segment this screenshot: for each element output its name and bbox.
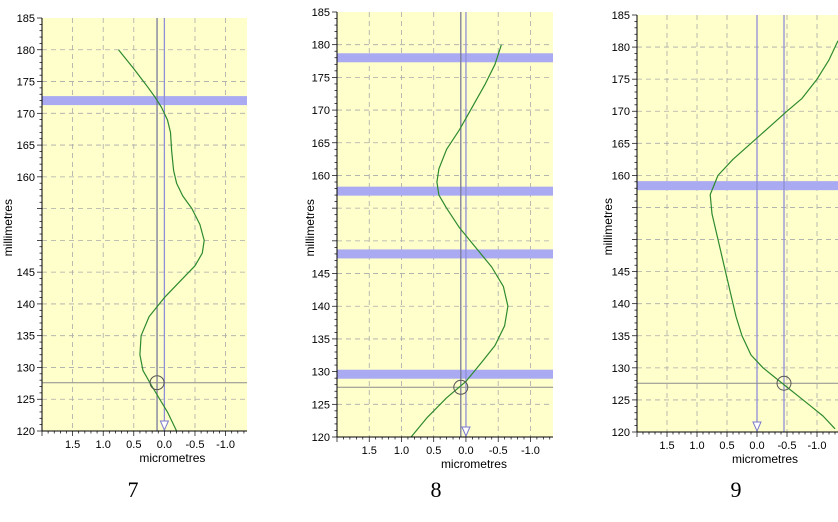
y-tick-label: 175 <box>612 74 630 86</box>
y-tick-label: 135 <box>17 331 35 343</box>
y-tick-label: 170 <box>312 105 330 117</box>
highlight-band <box>337 53 553 63</box>
circle-marker <box>776 375 792 391</box>
x-tick-label: -0.5 <box>186 439 205 451</box>
data-curve <box>118 49 205 432</box>
y-tick-label: 120 <box>312 432 330 444</box>
y-tick-label: 125 <box>17 394 35 406</box>
y-tick-label: 120 <box>612 427 630 439</box>
circle-marker <box>453 379 469 395</box>
x-tick-label: -1.0 <box>216 439 235 451</box>
x-tick-label: 0.5 <box>126 439 141 451</box>
y-tick-label: 140 <box>612 299 630 311</box>
y-tick-label: 160 <box>17 172 35 184</box>
x-tick-label: 1.0 <box>689 440 704 452</box>
y-tick-label: 130 <box>612 363 630 375</box>
highlight-band <box>337 186 553 196</box>
y-tick-label: 170 <box>17 108 35 120</box>
y-tick-label: 170 <box>612 106 630 118</box>
y-tick-label: 140 <box>17 299 35 311</box>
x-tick-label: 1.5 <box>659 440 674 452</box>
y-tick-label: 185 <box>612 10 630 22</box>
y-tick-label: 145 <box>17 267 35 279</box>
x-tick-label: -0.5 <box>778 440 797 452</box>
panel-caption: 7 <box>128 477 139 502</box>
x-tick-label: 0.0 <box>157 439 172 451</box>
y-tick-label: 135 <box>612 331 630 343</box>
x-tick-label: 0.5 <box>719 440 734 452</box>
y-tick-label: 145 <box>312 269 330 281</box>
y-tick-label: 165 <box>312 138 330 150</box>
highlight-band <box>337 249 553 259</box>
chart-panel-7: 120 125 130 135 140 145 160 165 170 175 180 185 1.5 1… <box>1 13 247 502</box>
y-tick-label: 185 <box>17 13 35 25</box>
x-tick-label: 1.0 <box>96 439 111 451</box>
x-tick-label: -1.0 <box>808 440 827 452</box>
arrow-marker <box>159 420 170 432</box>
x-axis-title: micrometres <box>441 457 507 471</box>
highlight-band <box>337 369 553 379</box>
y-tick-label: 160 <box>312 170 330 182</box>
y-tick-label: 135 <box>312 334 330 346</box>
x-tick-label: -0.5 <box>489 445 508 457</box>
y-tick-label: 175 <box>312 72 330 84</box>
highlight-band <box>42 96 247 106</box>
plot-background <box>42 18 247 431</box>
circle-marker <box>149 375 165 391</box>
y-tick-label: 125 <box>312 399 330 411</box>
data-curve <box>410 44 509 438</box>
y-tick-label: 130 <box>312 367 330 379</box>
arrow-marker <box>752 421 762 433</box>
x-tick-label: -1.0 <box>521 445 540 457</box>
y-tick-label: 140 <box>312 301 330 313</box>
y-tick-label: 120 <box>17 426 35 438</box>
x-axis-title: micrometres <box>139 451 205 465</box>
y-tick-label: 125 <box>612 395 630 407</box>
arrow-marker <box>461 426 471 438</box>
x-tick-label: 0.0 <box>458 445 473 457</box>
y-tick-label: 160 <box>612 170 630 182</box>
x-tick-label: 1.5 <box>65 439 80 451</box>
y-tick-label: 165 <box>17 140 35 152</box>
plot-background <box>637 15 838 432</box>
y-axis-title: millimetres <box>601 198 615 255</box>
y-tick-label: 130 <box>17 362 35 374</box>
chart-panel-9: 120 125 130 135 140 145 160 165 170 175 180 185 1.5 1… <box>601 10 838 502</box>
x-tick-label: 1.0 <box>394 445 409 457</box>
y-tick-label: 175 <box>17 77 35 89</box>
x-axis-title: micrometres <box>732 452 798 466</box>
y-tick-label: 185 <box>312 7 330 19</box>
plot-background <box>337 12 553 437</box>
y-tick-label: 180 <box>17 45 35 57</box>
y-tick-label: 180 <box>312 40 330 52</box>
x-tick-label: 0.0 <box>749 440 764 452</box>
x-tick-label: 0.5 <box>426 445 441 457</box>
y-tick-label: 165 <box>612 138 630 150</box>
chart-panel-8: 120 125 130 135 140 145 160 165 170 175 180 185 1.5 1… <box>303 7 553 502</box>
y-tick-label: 145 <box>612 267 630 279</box>
y-tick-label: 180 <box>612 42 630 54</box>
panel-caption: 9 <box>731 477 742 502</box>
y-axis-title: millimetres <box>1 199 15 256</box>
x-tick-label: 1.5 <box>362 445 377 457</box>
panel-caption: 8 <box>431 477 442 502</box>
y-axis-title: millimetres <box>303 199 317 256</box>
highlight-band <box>637 181 838 191</box>
